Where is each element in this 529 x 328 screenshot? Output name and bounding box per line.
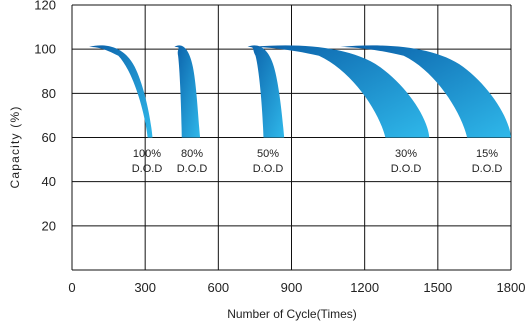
dod-band-80pct: [174, 45, 201, 138]
y-axis-title: Capacity (%): [8, 105, 22, 188]
dod-band-100pct: [89, 45, 153, 138]
dod-label-unit: D.O.D: [253, 163, 284, 175]
dod-label-value: 80%: [181, 148, 203, 160]
dod-label-value: 100%: [133, 148, 161, 160]
dod-label-unit: D.O.D: [132, 163, 163, 175]
x-tick-label: 1500: [423, 280, 452, 295]
x-tick-label: 0: [68, 280, 75, 295]
dod-bands: [89, 45, 511, 138]
tick-labels: 0 300 600 900 1200 1500 1800 20 40 60 80 100 120: [34, 0, 525, 295]
x-tick-label: 600: [207, 280, 229, 295]
dod-band-15pct: [340, 45, 511, 138]
dod-band-50pct: [247, 45, 285, 138]
y-tick-label: 60: [42, 130, 56, 145]
dod-label-unit: D.O.D: [472, 163, 503, 175]
dod-label-value: 30%: [395, 148, 417, 160]
x-tick-label: 300: [134, 280, 156, 295]
dod-label-unit: D.O.D: [391, 163, 422, 175]
dod-label-value: 50%: [257, 148, 279, 160]
x-axis-title: Number of Cycle(Times): [227, 307, 357, 321]
x-tick-label: 1800: [497, 280, 526, 295]
y-tick-label: 20: [42, 218, 56, 233]
y-tick-label: 120: [34, 0, 56, 13]
dod-label-unit: D.O.D: [177, 163, 208, 175]
y-tick-label: 80: [42, 86, 56, 101]
dod-label-value: 15%: [476, 148, 498, 160]
grid: [71, 4, 512, 271]
x-tick-label: 900: [281, 280, 303, 295]
x-tick-label: 1200: [350, 280, 379, 295]
y-tick-label: 40: [42, 174, 56, 189]
dod-band-30pct: [252, 45, 430, 138]
dod-labels: 100% D.O.D 80% D.O.D 50% D.O.D 30% D.O.D 15% D.O.…: [132, 148, 503, 175]
y-tick-label: 100: [34, 42, 56, 57]
